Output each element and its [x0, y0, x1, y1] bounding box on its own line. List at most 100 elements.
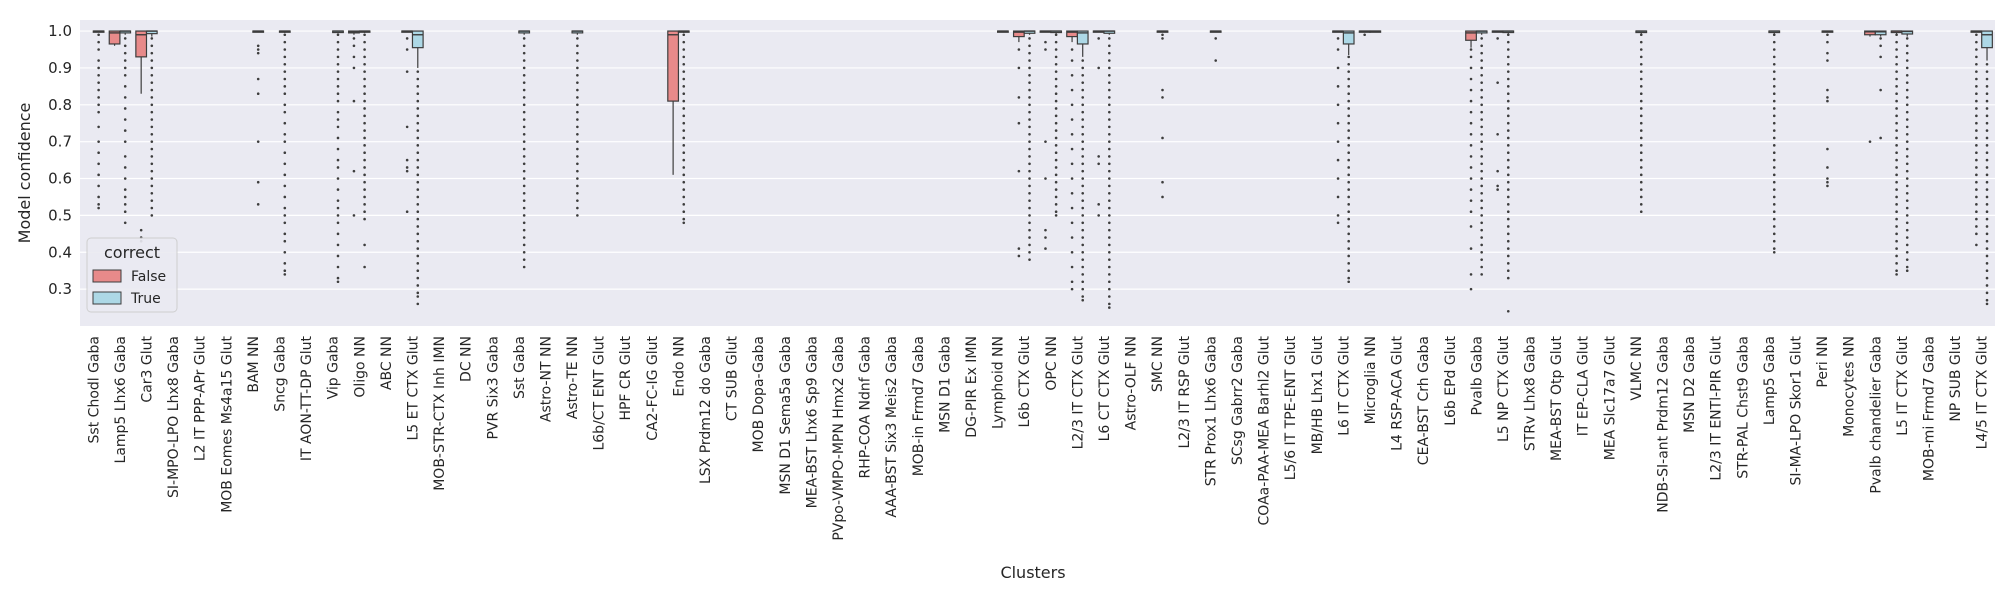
- y-tick-label: 0.3: [48, 280, 72, 298]
- outlier-point: [682, 188, 686, 191]
- outlier-point: [1879, 44, 1882, 48]
- outlier-point: [1081, 74, 1085, 77]
- outlier-point: [576, 199, 579, 202]
- outlier-point: [1044, 228, 1047, 232]
- x-tick-label: L4/5 IT CTX Glut: [1975, 335, 1991, 449]
- outlier-point: [1639, 48, 1643, 51]
- box-false: [1491, 30, 1504, 191]
- outlier-point: [1081, 184, 1085, 188]
- outlier-point: [682, 121, 686, 125]
- outlier-point: [1336, 66, 1340, 70]
- outlier-point: [1772, 48, 1776, 51]
- outlier-point: [1975, 136, 1978, 140]
- x-tick-label: SCsg Gabrr2 Gaba: [1230, 336, 1246, 465]
- grid-lines: [80, 30, 1995, 290]
- outlier-point: [1772, 121, 1776, 125]
- outlier-point: [97, 184, 100, 188]
- outlier-point: [283, 162, 287, 166]
- outlier-point: [1905, 236, 1909, 239]
- x-tick-label: MEA Slc17a7 Glut: [1602, 335, 1618, 460]
- outlier-point: [416, 247, 420, 250]
- outlier-point: [1905, 132, 1909, 136]
- outlier-point: [1081, 295, 1085, 298]
- outlier-point: [1028, 169, 1031, 173]
- outlier-point: [1985, 232, 1989, 236]
- x-tick-label: SI-MPO-LPO Lhx8 Gaba: [166, 336, 182, 498]
- outlier-point: [1347, 262, 1350, 265]
- outlier-point: [1070, 132, 1074, 136]
- outlier-point: [1017, 169, 1021, 173]
- outlier-point: [1054, 144, 1058, 147]
- outlier-point: [1905, 44, 1909, 48]
- outlier-point: [1336, 177, 1340, 180]
- outlier-point: [336, 48, 340, 51]
- outlier-point: [1108, 162, 1111, 166]
- outlier-point: [1480, 81, 1483, 84]
- outlier-point: [1336, 48, 1340, 51]
- outlier-point: [1070, 118, 1074, 121]
- outlier-point: [1895, 40, 1898, 44]
- x-tick-label: SMC NN: [1150, 336, 1166, 392]
- outlier-point: [363, 107, 366, 110]
- outlier-point: [416, 302, 420, 306]
- box-body: [1981, 30, 1993, 49]
- outlier-point: [405, 158, 409, 162]
- outlier-point: [1070, 206, 1074, 210]
- outlier-point: [1975, 48, 1978, 51]
- x-tick-label: HPF CR Glut: [618, 335, 634, 420]
- outlier-point: [352, 214, 356, 217]
- outlier-point: [363, 33, 366, 37]
- outlier-point: [1895, 48, 1898, 51]
- outlier-point: [1905, 103, 1909, 107]
- outlier-point: [1108, 103, 1111, 107]
- outlier-point: [1108, 265, 1111, 269]
- outlier-point: [1028, 147, 1031, 151]
- outlier-point: [416, 180, 420, 184]
- outlier-point: [1985, 291, 1989, 295]
- outlier-point: [1506, 269, 1510, 272]
- legend-swatch-false: [92, 269, 122, 283]
- outlier-point: [336, 265, 340, 269]
- box-true: [997, 30, 1009, 33]
- outlier-point: [1028, 74, 1031, 77]
- x-tick-label: ABC NN: [379, 336, 395, 390]
- outlier-point: [1081, 125, 1085, 129]
- x-tick-label: RHP-COA Ndnf Gaba: [858, 336, 874, 479]
- outlier-point: [1506, 92, 1510, 96]
- outlier-point: [1480, 206, 1483, 210]
- outlier-point: [1905, 96, 1909, 99]
- outlier-point: [1905, 110, 1909, 114]
- outlier-point: [1826, 99, 1829, 103]
- outlier-point: [1975, 158, 1978, 162]
- outlier-point: [1108, 228, 1111, 232]
- box-true: [92, 30, 105, 210]
- outlier-point: [363, 195, 366, 199]
- outlier-point: [1469, 247, 1473, 250]
- box-body: [1465, 30, 1477, 41]
- outlier-point: [1772, 62, 1776, 66]
- outlier-point: [1905, 243, 1909, 247]
- outlier-point: [363, 265, 366, 269]
- outlier-point: [1108, 51, 1111, 55]
- outlier-point: [1895, 273, 1898, 276]
- outlier-point: [336, 85, 340, 88]
- outlier-point: [1097, 66, 1100, 70]
- outlier-point: [1480, 74, 1483, 77]
- outlier-point: [283, 195, 287, 199]
- outlier-point: [576, 155, 579, 158]
- outlier-point: [1480, 132, 1483, 136]
- outlier-point: [1905, 66, 1909, 70]
- outlier-point: [1895, 217, 1898, 221]
- outlier-point: [1347, 92, 1350, 96]
- outlier-point: [1506, 203, 1510, 206]
- outlier-point: [1895, 262, 1898, 265]
- outlier-point: [283, 250, 287, 254]
- outlier-point: [1347, 239, 1350, 243]
- outlier-point: [522, 199, 526, 202]
- outlier-point: [1895, 225, 1898, 228]
- outlier-point: [363, 70, 366, 73]
- x-tick-label: BAM NN: [246, 336, 262, 393]
- outlier-point: [1772, 180, 1776, 184]
- outlier-point: [1985, 210, 1989, 214]
- outlier-point: [1017, 96, 1021, 99]
